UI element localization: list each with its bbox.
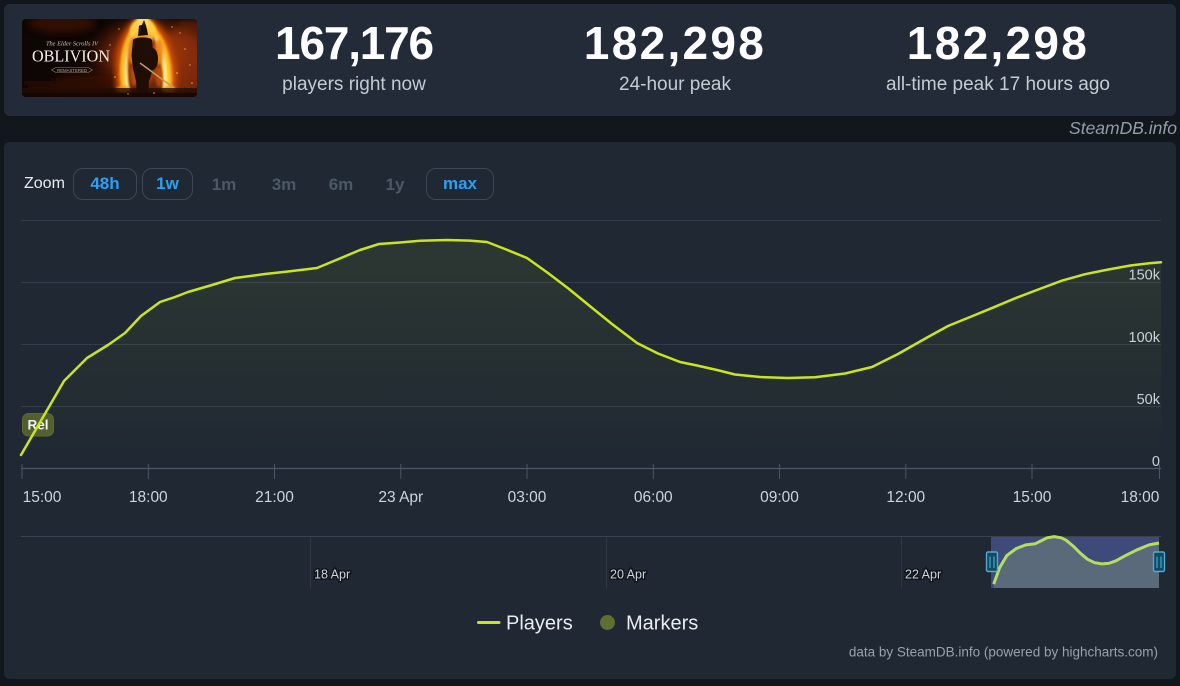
svg-text:OBLIVION: OBLIVION (32, 47, 110, 66)
svg-text:06:00: 06:00 (634, 489, 673, 506)
svg-text:REMASTERED: REMASTERED (57, 68, 88, 73)
svg-text:20 Apr: 20 Apr (610, 568, 646, 582)
svg-text:18 Apr: 18 Apr (314, 568, 350, 582)
svg-text:23 Apr: 23 Apr (378, 489, 423, 506)
svg-text:The Elder Scrolls IV: The Elder Scrolls IV (46, 41, 99, 48)
svg-text:12:00: 12:00 (886, 489, 925, 506)
svg-text:150k: 150k (1129, 268, 1161, 284)
svg-text:0: 0 (1152, 454, 1160, 470)
svg-text:18:00: 18:00 (129, 489, 168, 506)
svg-text:data by SteamDB.info (powered: data by SteamDB.info (powered by highcha… (849, 645, 1158, 660)
svg-text:100k: 100k (1129, 330, 1161, 346)
svg-text:Players: Players (506, 613, 573, 635)
svg-text:15:00: 15:00 (23, 489, 62, 506)
svg-text:03:00: 03:00 (508, 489, 547, 506)
svg-text:15:00: 15:00 (1013, 489, 1052, 506)
svg-text:22 Apr: 22 Apr (905, 568, 941, 582)
svg-text:50k: 50k (1137, 392, 1161, 408)
svg-text:09:00: 09:00 (760, 489, 799, 506)
svg-text:Markers: Markers (626, 613, 698, 635)
svg-text:21:00: 21:00 (255, 489, 294, 506)
svg-text:18:00: 18:00 (1121, 489, 1160, 506)
